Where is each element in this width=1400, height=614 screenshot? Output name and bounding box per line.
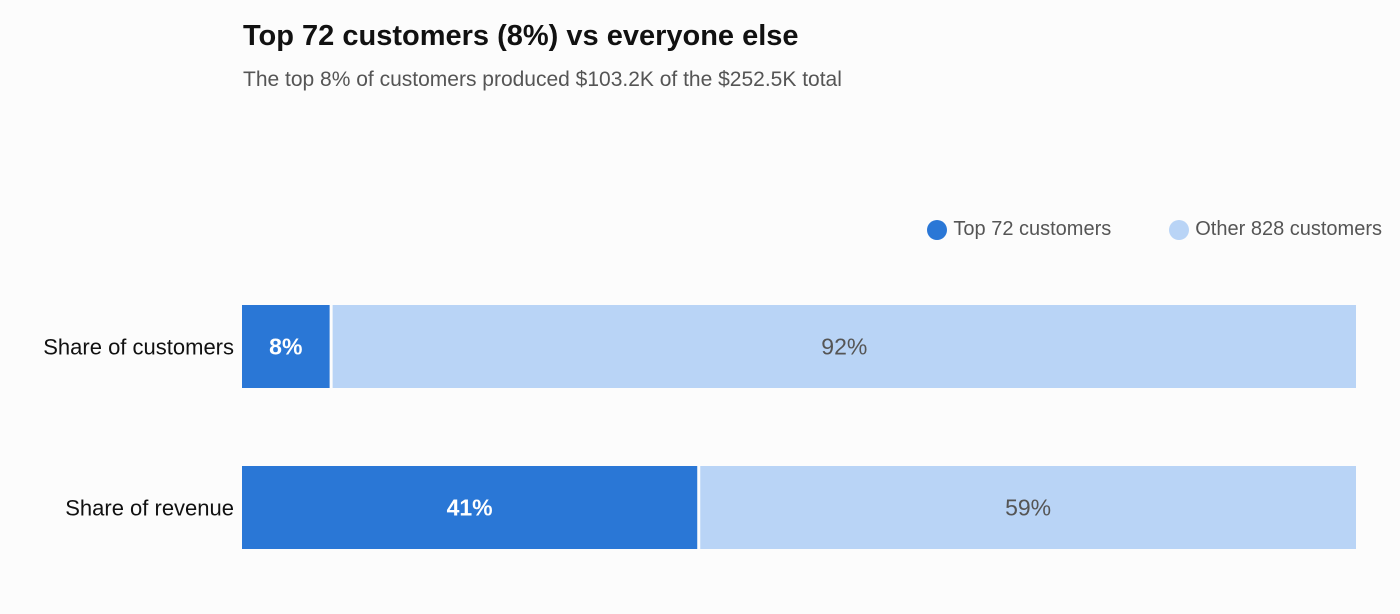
legend-swatch-top-customers [927,219,948,240]
legend-item-other-customers: Other 828 customers [1169,218,1382,241]
bar-share-of-customers-series-1 [332,305,1356,388]
category-label-share-of-customers: Share of customers [43,335,234,360]
chart-subtitle: The top 8% of customers produced $103.2K… [243,68,842,91]
bar-share-of-revenue-series-1 [700,466,1356,549]
legend-label-other-customers: Other 828 customers [1195,218,1382,240]
data-label-share-of-customers-series-1: 92% [821,334,867,360]
data-label-share-of-customers-series-0: 8% [269,334,302,360]
data-label-share-of-revenue-series-1: 59% [1005,495,1051,521]
legend-label-top-customers: Top 72 customers [953,218,1112,240]
category-label-share-of-revenue: Share of revenue [65,496,234,521]
legend-swatch-other-customers [1169,219,1190,240]
data-label-share-of-revenue-series-0: 41% [447,495,493,521]
bar-share-of-customers-series-0 [242,305,330,388]
chart-legend: Top 72 customers Other 828 customers [927,218,1382,241]
chart-title: Top 72 customers (8%) vs everyone else [243,20,799,52]
legend-item-top-customers: Top 72 customers [927,218,1111,241]
bar-share-of-revenue-series-0 [242,466,698,549]
